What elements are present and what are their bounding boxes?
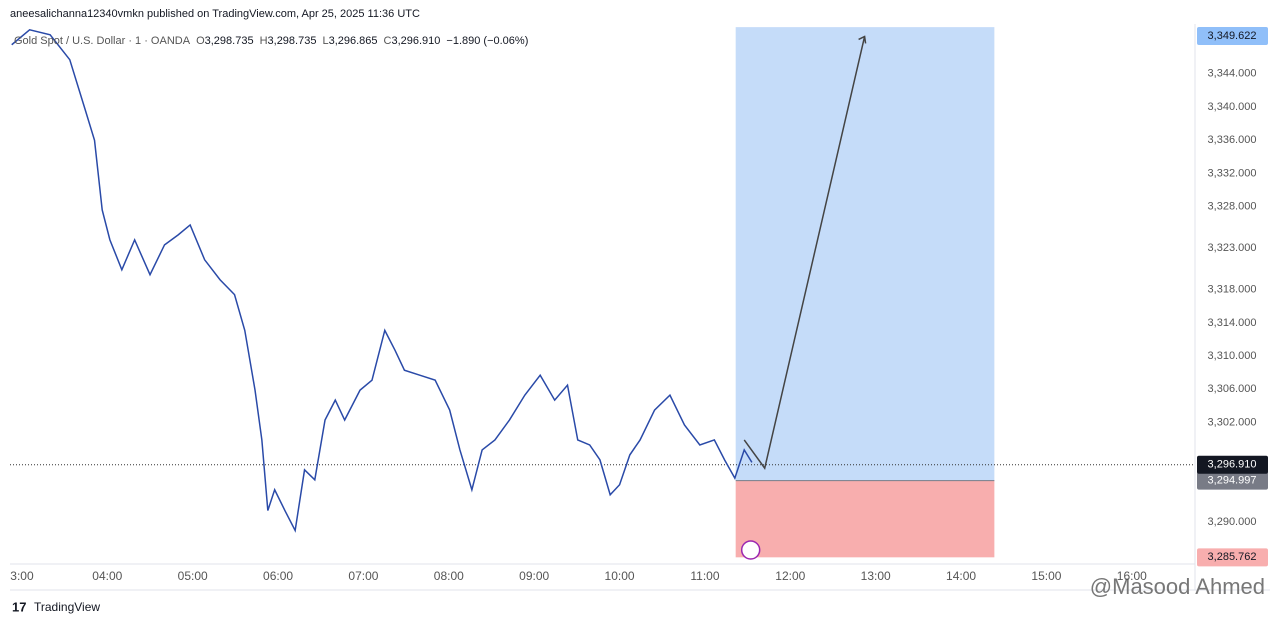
alert-icon bbox=[740, 540, 761, 560]
x-tick-label: 14:00 bbox=[946, 569, 976, 583]
x-tick-label: 15:00 bbox=[1031, 569, 1061, 583]
profit-zone bbox=[735, 27, 995, 481]
x-tick-label: 13:00 bbox=[861, 569, 891, 583]
x-tick-label: 07:00 bbox=[348, 569, 378, 583]
y-tick-label: 3,332.000 bbox=[1208, 167, 1257, 179]
y-tick-label: 3,340.000 bbox=[1208, 101, 1257, 113]
y-tick-label: 3,290.000 bbox=[1208, 516, 1257, 528]
watermark: @Masood Ahmed bbox=[1090, 574, 1265, 599]
price-tag bbox=[1197, 548, 1268, 567]
y-tick-label: 3,306.000 bbox=[1208, 383, 1257, 395]
price-tag-label: 3,285.762 bbox=[1208, 551, 1257, 563]
publish-header: aneesalichanna12340vmkn published on Tra… bbox=[10, 8, 420, 20]
x-tick-label: 09:00 bbox=[519, 569, 549, 583]
y-tick-label: 3,310.000 bbox=[1208, 350, 1257, 362]
symbol-name: Gold Spot / U.S. Dollar · 1 · OANDA bbox=[14, 35, 191, 47]
y-tick-label: 3,336.000 bbox=[1208, 134, 1257, 146]
y-tick-label: 3,314.000 bbox=[1208, 317, 1257, 329]
loss-zone bbox=[735, 480, 995, 558]
projection-arrow bbox=[743, 36, 866, 470]
symbol-legend: Gold Spot / U.S. Dollar · 1 · OANDA O3,29… bbox=[14, 35, 528, 47]
logo-icon: 17 bbox=[12, 599, 26, 614]
ohlc-key: L bbox=[322, 35, 328, 47]
y-tick-label: 3,302.000 bbox=[1208, 416, 1257, 428]
y-tick-label: 3,323.000 bbox=[1208, 242, 1257, 254]
ohlc-key: C bbox=[384, 35, 392, 47]
x-tick-label: 12:00 bbox=[775, 569, 805, 583]
y-tick-label: 3,344.000 bbox=[1208, 68, 1257, 80]
plot-area bbox=[10, 27, 1195, 560]
x-tick-label: 3:00 bbox=[10, 569, 34, 583]
x-tick-label: 04:00 bbox=[92, 569, 122, 583]
price-change: −1.890 (−0.06%) bbox=[446, 35, 528, 47]
price-tag bbox=[1197, 471, 1268, 490]
price-tag-label: 3,294.997 bbox=[1208, 475, 1257, 487]
price-tag-label: 3,349.622 bbox=[1208, 30, 1257, 42]
ohlc-value: 3,298.735 bbox=[268, 35, 317, 47]
ohlc-value: 3,296.910 bbox=[391, 35, 440, 47]
ohlc-key: H bbox=[260, 35, 268, 47]
x-tick-label: 05:00 bbox=[178, 569, 208, 583]
price-tag bbox=[1197, 455, 1268, 474]
x-tick-label: 08:00 bbox=[434, 569, 464, 583]
price-tag-label: 3,296.910 bbox=[1208, 459, 1257, 471]
ohlc-value: 3,296.865 bbox=[329, 35, 378, 47]
footer-logo: TradingView bbox=[34, 600, 100, 614]
price-tag bbox=[1197, 27, 1268, 45]
x-tick-label: 10:00 bbox=[605, 569, 635, 583]
arrow-head bbox=[858, 35, 867, 44]
x-tick-label: 16:00 bbox=[1117, 569, 1147, 583]
x-tick-label: 11:00 bbox=[690, 569, 719, 583]
y-tick-label: 3,318.000 bbox=[1208, 284, 1257, 296]
ohlc-key: O bbox=[196, 35, 205, 47]
y-tick-label: 3,328.000 bbox=[1208, 201, 1257, 213]
x-tick-label: 06:00 bbox=[263, 569, 293, 583]
ohlc-value: 3,298.735 bbox=[205, 35, 254, 47]
price-line bbox=[11, 28, 753, 533]
